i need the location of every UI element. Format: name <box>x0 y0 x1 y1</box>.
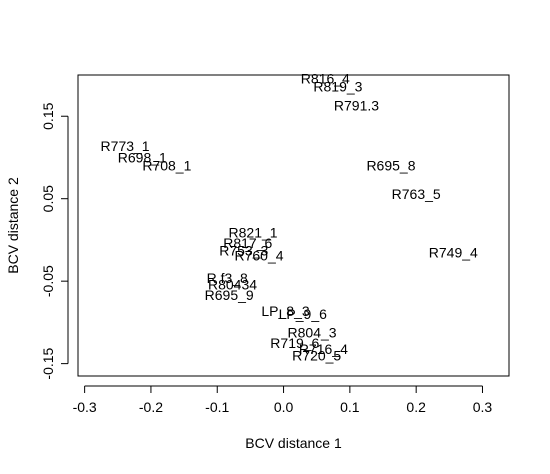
point-label: R763_5 <box>392 186 441 202</box>
x-axis-title: BCV distance 1 <box>245 435 342 451</box>
point-label: R695_9 <box>205 287 254 303</box>
point-label: R f3_8 <box>207 270 248 286</box>
point-label: R716_4 <box>299 341 348 357</box>
point-label: LP_8_3 <box>261 303 309 319</box>
point-label: R819_3 <box>313 79 362 95</box>
point-label: LP_9_6 <box>279 306 327 322</box>
point-label: R749_4 <box>429 244 478 260</box>
x-tick-label: -0.1 <box>205 399 229 415</box>
point-label: R816_4 <box>301 70 350 86</box>
x-tick-label: -0.2 <box>139 399 163 415</box>
point-label: R80434 <box>208 276 257 292</box>
point-label: R719_6 <box>270 335 319 351</box>
point-label: R695_8 <box>366 158 415 174</box>
point-label: R708_1 <box>142 158 191 174</box>
y-tick-label: 0.05 <box>40 185 56 212</box>
point-label: R817_6 <box>223 235 272 251</box>
x-tick-label: -0.3 <box>73 399 97 415</box>
x-tick-label: 0.2 <box>406 399 426 415</box>
y-axis-title: BCV distance 2 <box>5 177 21 274</box>
point-label: R760_4 <box>234 248 283 264</box>
plot-frame <box>77 74 510 377</box>
point-label: R753_3 <box>219 243 268 259</box>
point-label: R791.3 <box>334 98 379 114</box>
plot-border <box>77 74 510 377</box>
y-axis: -0.15 -0.05 0.05 0.15 <box>40 102 69 380</box>
x-axis: -0.3 -0.2 -0.1 0.0 0.1 0.2 0.3 <box>73 385 493 415</box>
y-tick-label: -0.15 <box>40 347 56 379</box>
x-tick-label: 0.1 <box>340 399 360 415</box>
point-label: R698_1 <box>118 149 167 165</box>
point-label: R804_3 <box>288 324 337 340</box>
x-tick-label: 0.0 <box>274 399 294 415</box>
y-tick-label: -0.05 <box>40 265 56 297</box>
point-label: R773_1 <box>101 138 150 154</box>
y-tick-label: 0.15 <box>40 102 56 129</box>
x-tick-label: 0.3 <box>473 399 493 415</box>
point-label: R821_1 <box>229 225 278 241</box>
point-label: R720_5 <box>292 347 341 363</box>
